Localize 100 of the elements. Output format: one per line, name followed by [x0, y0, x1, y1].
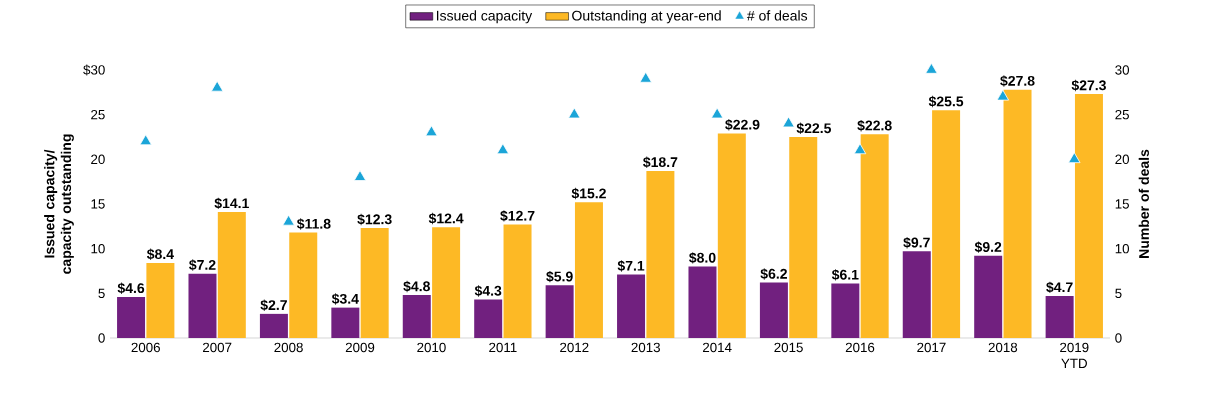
data-label: $4.6 [117, 282, 145, 294]
point [139, 134, 152, 146]
bar [217, 212, 246, 338]
data-label: $12.7 [500, 210, 535, 222]
bar [789, 136, 818, 338]
bar [860, 134, 889, 338]
point [925, 62, 938, 74]
bar [360, 228, 389, 338]
bar [117, 296, 146, 338]
data-label: $7.1 [617, 260, 645, 272]
data-label: $8.0 [689, 252, 716, 264]
bar [574, 202, 603, 338]
data-label: $6.1 [831, 269, 859, 281]
x-tick-label: 2012 [560, 342, 589, 353]
x-tick-label: 2006 [131, 342, 160, 353]
bar [259, 313, 288, 338]
point [853, 143, 867, 155]
bar [1045, 296, 1074, 338]
point [210, 80, 224, 92]
data-label: $18.7 [643, 156, 678, 169]
data-label: $22.8 [857, 119, 892, 132]
y2-tick-label: 15 [1115, 199, 1129, 209]
point [639, 71, 652, 83]
y-tick-label: $30 [83, 64, 105, 76]
point [1068, 152, 1081, 164]
data-label: $12.3 [357, 213, 392, 226]
y2-tick-label: 5 [1115, 288, 1122, 298]
y-tick-label: 10 [91, 243, 105, 254]
data-label: $11.8 [296, 218, 331, 230]
bar [932, 110, 961, 338]
data-label: $2.7 [260, 299, 287, 311]
data-label: $4.7 [1046, 281, 1073, 294]
y-tick-label: 25 [91, 109, 105, 120]
data-label: $14.1 [214, 197, 249, 210]
point [782, 116, 795, 128]
data-label: $9.2 [974, 241, 1002, 253]
y2-tick-label: 30 [1115, 65, 1130, 75]
point [568, 107, 581, 119]
x-tick-label: 2015 [774, 342, 803, 353]
y2-tick-label: 0 [1115, 333, 1122, 343]
bar [402, 295, 431, 338]
data-label: $6.2 [760, 268, 787, 280]
legend-label: Outstanding at year-end [572, 10, 721, 24]
data-label: $22.9 [725, 119, 760, 131]
bar [902, 251, 931, 338]
data-label: $7.2 [189, 259, 216, 271]
y-tick-label: 0 [98, 333, 105, 343]
data-label: $5.9 [546, 270, 573, 283]
bar [331, 307, 360, 338]
bar [503, 224, 532, 338]
legend-label: # of deals [746, 10, 808, 21]
x-tick-label: 2017 [917, 342, 946, 353]
data-label: $9.7 [903, 236, 930, 249]
x-tick-label: 2019 YTD [1060, 342, 1089, 369]
x-tick-label: 2014 [702, 342, 732, 353]
bar [717, 133, 746, 338]
x-tick-label: 2011 [489, 342, 517, 353]
x-tick-label: 2016 [845, 342, 875, 353]
y-tick-label: 5 [98, 288, 105, 298]
y-tick-label: 20 [91, 154, 105, 165]
x-tick-label: 2009 [345, 342, 375, 353]
x-tick-label: 2007 [202, 342, 232, 353]
bar [688, 266, 717, 338]
point [353, 170, 367, 181]
x-tick-label: 2008 [274, 342, 303, 353]
bar [617, 274, 646, 338]
data-label: $27.3 [1071, 79, 1106, 92]
point [496, 143, 510, 155]
legend-label: Issued capacity [436, 10, 533, 24]
point [282, 214, 295, 226]
bar [974, 255, 1003, 338]
bar [646, 170, 675, 338]
point [710, 107, 724, 119]
bar [545, 285, 574, 338]
y2-tick-label: 25 [1115, 109, 1129, 120]
bar [188, 273, 217, 338]
bar [1003, 89, 1032, 338]
x-tick-label: 2018 [988, 342, 1018, 353]
y2-tick-label: 20 [1115, 154, 1130, 165]
y-tick-label: 15 [91, 199, 105, 209]
x-tick-label: 2013 [631, 342, 660, 353]
point [996, 89, 1010, 101]
data-label: $4.8 [403, 280, 430, 293]
bar [474, 299, 503, 338]
data-label: $4.3 [474, 285, 502, 297]
bar [146, 262, 175, 338]
bar [1074, 94, 1103, 338]
bar [759, 282, 788, 338]
data-label: $12.4 [428, 212, 464, 225]
data-label: $25.5 [928, 95, 964, 108]
bar [289, 232, 318, 338]
y2-tick-label: 10 [1115, 243, 1130, 254]
data-label: $15.2 [571, 187, 606, 200]
data-label: $22.5 [796, 122, 832, 135]
point [425, 125, 438, 137]
data-label: $27.8 [1000, 75, 1035, 87]
bar [432, 227, 461, 338]
y-axis-title: Issued capacity/ capacity outstanding [44, 134, 74, 274]
bar [831, 283, 860, 338]
x-tick-label: 2010 [417, 342, 446, 353]
